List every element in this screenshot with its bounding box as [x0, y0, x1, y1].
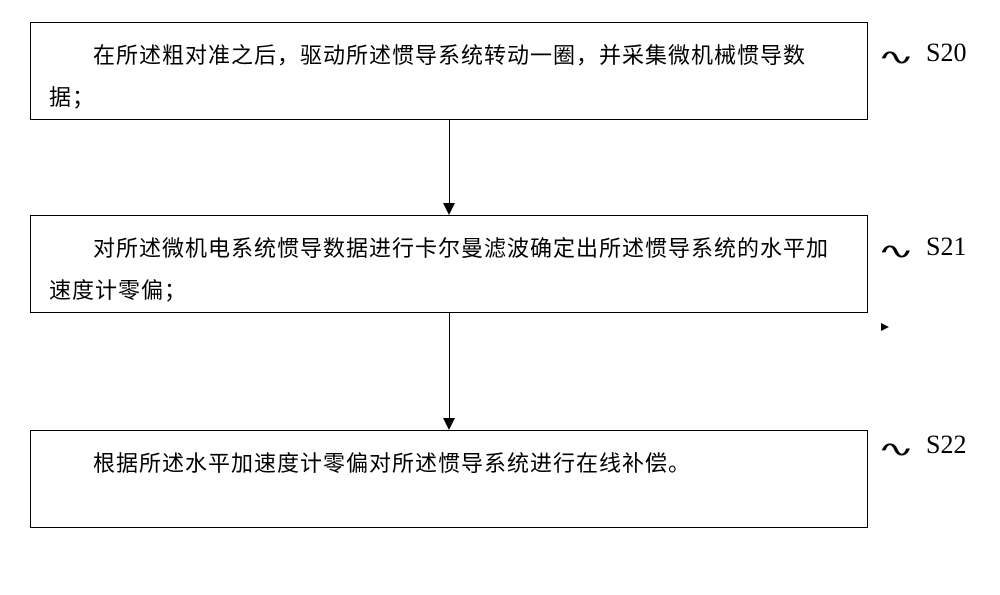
step-box-s21: 对所述微机电系统惯导数据进行卡尔曼滤波确定出所述惯导系统的水平加速度计零偏； — [30, 215, 868, 313]
step-box-s20: 在所述粗对准之后，驱动所述惯导系统转动一圈，并采集微机械惯导数据； — [30, 22, 868, 120]
connector-tilde-s20: ∿ — [877, 47, 915, 69]
step-text-s20: 在所述粗对准之后，驱动所述惯导系统转动一圈，并采集微机械惯导数据； — [49, 35, 849, 119]
arrow-head-0 — [443, 203, 455, 215]
stray-mark — [881, 323, 889, 331]
step-text-s21: 对所述微机电系统惯导数据进行卡尔曼滤波确定出所述惯导系统的水平加速度计零偏； — [49, 228, 849, 312]
arrow-head-1 — [443, 418, 455, 430]
step-text-s22: 根据所述水平加速度计零偏对所述惯导系统进行在线补偿。 — [49, 443, 691, 485]
arrow-line-1 — [449, 313, 450, 418]
step-label-s20: S20 — [926, 38, 966, 68]
connector-tilde-s21: ∿ — [877, 241, 915, 263]
connector-tilde-s22: ∿ — [877, 439, 915, 461]
step-box-s22: 根据所述水平加速度计零偏对所述惯导系统进行在线补偿。 — [30, 430, 868, 528]
step-label-s22: S22 — [926, 430, 966, 460]
flowchart-container: 在所述粗对准之后，驱动所述惯导系统转动一圈，并采集微机械惯导数据； ∿ S20 … — [0, 0, 1000, 595]
arrow-line-0 — [449, 120, 450, 203]
step-label-s21: S21 — [926, 232, 966, 262]
